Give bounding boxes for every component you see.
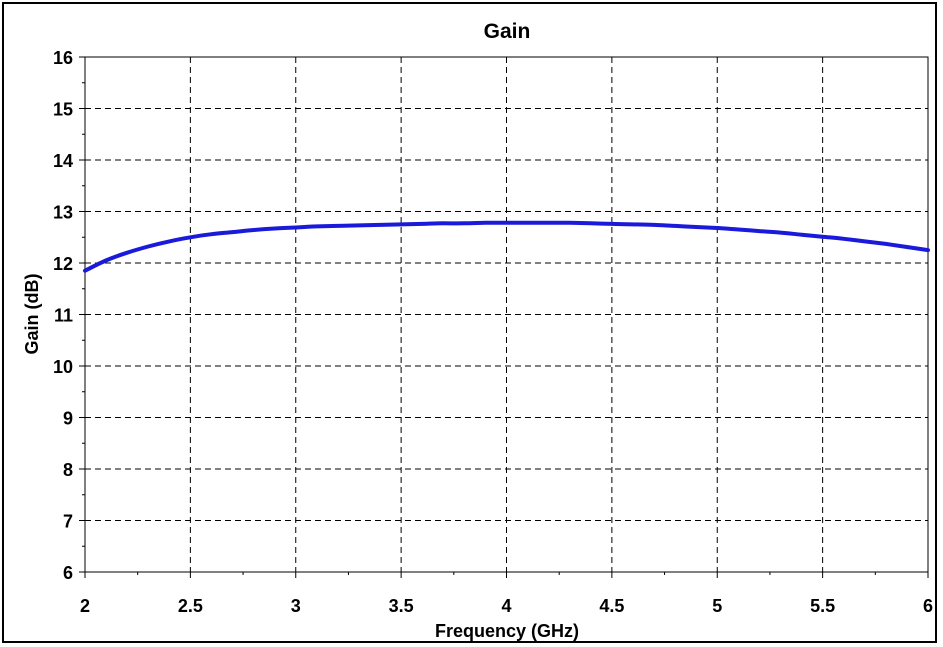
y-tick-label: 16 bbox=[53, 48, 73, 68]
minor-ticks bbox=[82, 82, 876, 575]
y-tick-label: 7 bbox=[63, 512, 73, 532]
y-tick-label: 6 bbox=[63, 563, 73, 583]
y-axis-label: Gain (dB) bbox=[22, 274, 42, 355]
y-tick-label: 13 bbox=[53, 203, 73, 223]
y-tick-label: 9 bbox=[63, 409, 73, 429]
y-axis-ticks: 6 7 8 9 10 11 12 13 14 15 16 bbox=[53, 48, 85, 583]
x-tick-label: 3 bbox=[291, 596, 301, 616]
x-axis-label: Frequency (GHz) bbox=[435, 621, 579, 641]
x-tick-label: 3.5 bbox=[389, 596, 414, 616]
y-tick-label: 10 bbox=[53, 357, 73, 377]
y-tick-label: 15 bbox=[53, 100, 73, 120]
chart-title: Gain bbox=[484, 20, 531, 43]
x-tick-label: 4 bbox=[501, 596, 511, 616]
x-tick-label: 5.5 bbox=[810, 596, 835, 616]
y-tick-label: 8 bbox=[63, 460, 73, 480]
x-tick-label: 4.5 bbox=[599, 596, 624, 616]
x-axis-ticks: 2 2.5 3 3.5 4 4.5 5 5.5 6 bbox=[80, 572, 933, 616]
x-tick-label: 6 bbox=[923, 596, 933, 616]
x-tick-label: 5 bbox=[712, 596, 722, 616]
gain-series-line bbox=[83, 220, 930, 273]
y-tick-label: 11 bbox=[54, 306, 73, 326]
y-tick-label: 12 bbox=[53, 254, 73, 274]
y-tick-label: 14 bbox=[53, 151, 73, 171]
x-tick-label: 2 bbox=[80, 596, 90, 616]
x-tick-label: 2.5 bbox=[178, 596, 203, 616]
grid bbox=[85, 57, 928, 572]
